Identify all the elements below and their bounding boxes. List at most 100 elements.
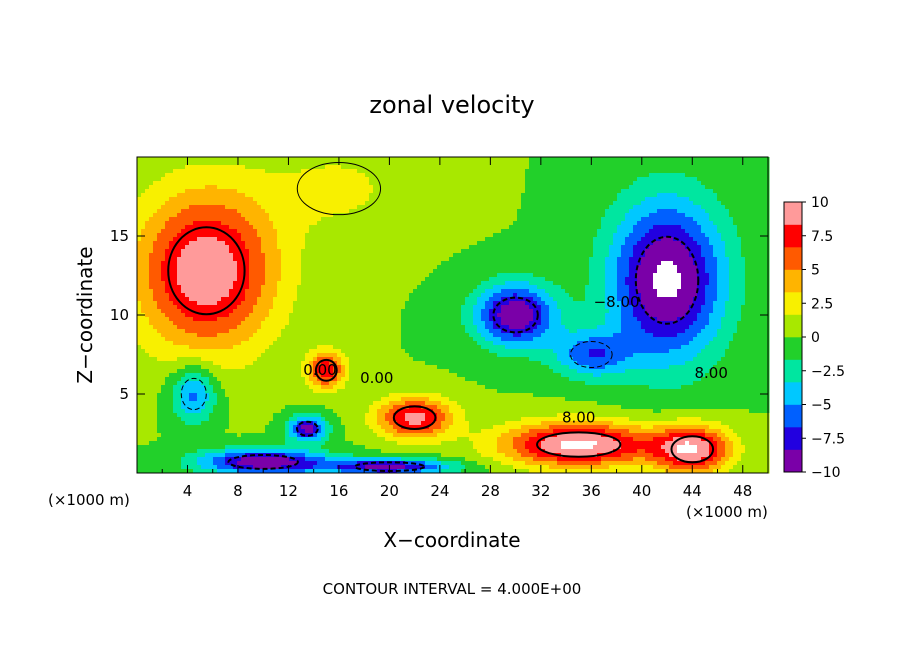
heatmap-cell [233,265,238,270]
heatmap-cell [749,257,754,262]
heatmap-cell [557,193,562,198]
heatmap-cell [473,169,478,174]
heatmap-cell [553,181,558,186]
heatmap-cell [737,177,742,182]
heatmap-cell [593,205,598,210]
heatmap-cell [197,173,202,178]
heatmap-cell [737,165,742,170]
heatmap-cell [201,213,206,218]
heatmap-cell [653,229,658,234]
heatmap-cell [529,253,534,258]
heatmap-cell [453,197,458,202]
heatmap-cell [533,237,538,242]
heatmap-cell [385,181,390,186]
heatmap-cell [597,229,602,234]
heatmap-cell [317,169,322,174]
heatmap-cell [141,265,146,270]
heatmap-cell [421,229,426,234]
heatmap-cell [385,173,390,178]
heatmap-cell [341,249,346,254]
heatmap-cell [677,177,682,182]
heatmap-cell [249,213,254,218]
heatmap-cell [753,165,758,170]
heatmap-cell [761,161,766,166]
heatmap-cell [257,205,262,210]
heatmap-cell [585,201,590,206]
heatmap-cell [749,213,754,218]
heatmap-cell [317,197,322,202]
heatmap-cell [417,273,422,278]
heatmap-cell [653,197,658,202]
heatmap-cell [609,161,614,166]
heatmap-cell [697,233,702,238]
heatmap-cell [241,265,246,270]
heatmap-cell [269,177,274,182]
heatmap-cell [197,193,202,198]
heatmap-cell [185,165,190,170]
heatmap-cell [473,265,478,270]
heatmap-cell [497,273,502,278]
heatmap-cell [221,169,226,174]
heatmap-cell [761,189,766,194]
heatmap-cell [461,265,466,270]
heatmap-cell [161,257,166,262]
heatmap-cell [229,173,234,178]
heatmap-cell [513,269,518,274]
heatmap-cell [349,233,354,238]
heatmap-cell [345,265,350,270]
heatmap-cell [329,189,334,194]
heatmap-cell [345,241,350,246]
heatmap-cell [193,181,198,186]
heatmap-cell [201,193,206,198]
heatmap-cell [265,241,270,246]
heatmap-cell [305,245,310,250]
heatmap-cell [645,193,650,198]
heatmap-cell [725,277,730,282]
heatmap-cell [649,249,654,254]
heatmap-cell [325,221,330,226]
heatmap-cell [577,189,582,194]
heatmap-cell [705,221,710,226]
heatmap-cell [617,217,622,222]
heatmap-cell [185,209,190,214]
heatmap-cell [497,237,502,242]
heatmap-cell [433,257,438,262]
heatmap-cell [445,185,450,190]
heatmap-cell [513,241,518,246]
heatmap-cell [365,257,370,262]
heatmap-cell [721,221,726,226]
heatmap-cell [461,165,466,170]
heatmap-cell [293,241,298,246]
heatmap-cell [541,265,546,270]
heatmap-cell [229,245,234,250]
heatmap-cell [265,277,270,282]
heatmap-cell [429,277,434,282]
heatmap-cell [165,265,170,270]
heatmap-cell [605,157,610,162]
heatmap-cell [465,273,470,278]
heatmap-cell [281,209,286,214]
heatmap-cell [681,273,686,278]
heatmap-cell [669,273,674,278]
heatmap-cell [629,177,634,182]
heatmap-cell [745,241,750,246]
heatmap-cell [397,277,402,282]
heatmap-cell [189,161,194,166]
heatmap-cell [545,241,550,246]
heatmap-cell [405,273,410,278]
heatmap-cell [369,169,374,174]
heatmap-cell [713,177,718,182]
heatmap-cell [361,221,366,226]
heatmap-cell [245,209,250,214]
heatmap-cell [241,273,246,278]
heatmap-cell [757,185,762,190]
heatmap-cell [593,157,598,162]
heatmap-cell [513,277,518,282]
heatmap-cell [377,185,382,190]
heatmap-cell [345,217,350,222]
heatmap-cell [241,269,246,274]
heatmap-cell [509,229,514,234]
heatmap-cell [369,221,374,226]
heatmap-cell [277,165,282,170]
heatmap-cell [401,273,406,278]
